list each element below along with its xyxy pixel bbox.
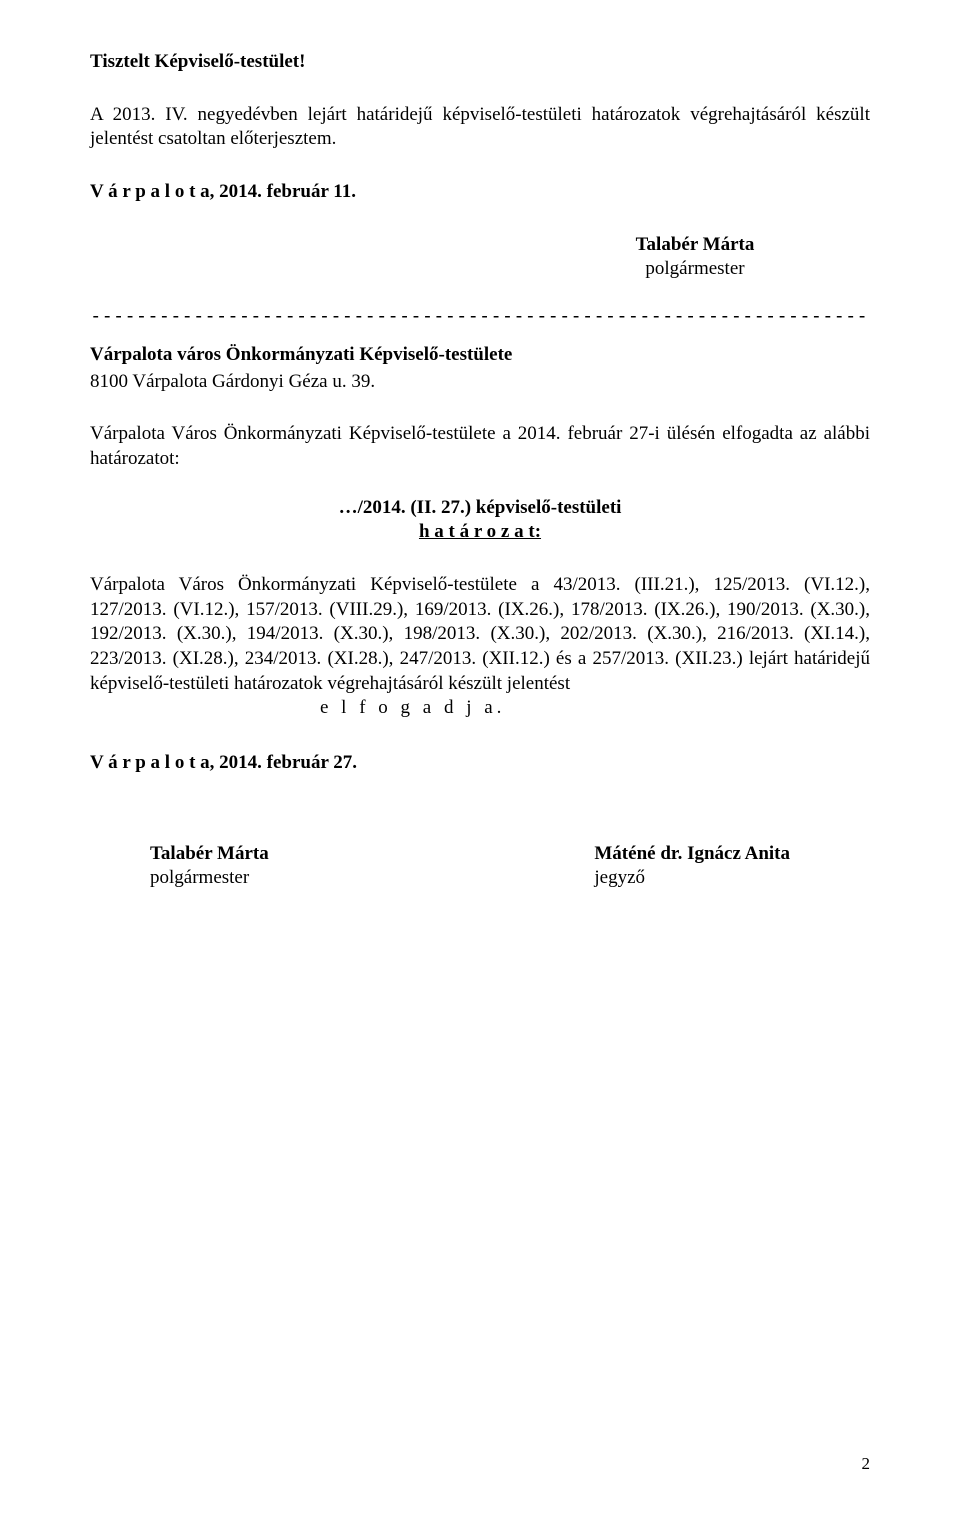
resolution-number: …/2014. (II. 27.) képviselő-testületi <box>90 496 870 521</box>
sig-right-role: jegyző <box>594 866 790 891</box>
intro-paragraph: A 2013. IV. negyedévben lejárt határidej… <box>90 103 870 152</box>
resolution-header: …/2014. (II. 27.) képviselő-testületi h … <box>90 496 870 545</box>
resolution-body-text: Várpalota Város Önkormányzati Képviselő-… <box>90 574 870 694</box>
adopt-word: e l f o g a d j a. <box>320 696 870 721</box>
signature-right: Máténé dr. Ignácz Anita jegyző <box>594 842 790 891</box>
resolution-label: h a t á r o z a t: <box>90 520 870 545</box>
date-location-1: V á r p a l o t a, 2014. február 11. <box>90 180 870 205</box>
signature-left: Talabér Márta polgármester <box>150 842 269 891</box>
session-text: Várpalota Város Önkormányzati Képviselő-… <box>90 422 870 471</box>
greeting: Tisztelt Képviselő-testület! <box>90 50 870 75</box>
signatory-role: polgármester <box>520 257 870 282</box>
organization-name: Várpalota város Önkormányzati Képviselő-… <box>90 343 870 368</box>
sig-left-role: polgármester <box>150 866 269 891</box>
date-location-2: V á r p a l o t a, 2014. február 27. <box>90 751 870 776</box>
section-divider: ----------------------------------------… <box>90 304 870 329</box>
page-number: 2 <box>862 1453 871 1475</box>
signature-block-top: Talabér Márta polgármester <box>520 233 870 282</box>
sig-right-name: Máténé dr. Ignácz Anita <box>594 842 790 867</box>
signature-row: Talabér Márta polgármester Máténé dr. Ig… <box>90 842 870 891</box>
sig-left-name: Talabér Márta <box>150 842 269 867</box>
resolution-body: Várpalota Város Önkormányzati Képviselő-… <box>90 573 870 721</box>
signatory-name: Talabér Márta <box>520 233 870 258</box>
organization-address: 8100 Várpalota Gárdonyi Géza u. 39. <box>90 370 870 395</box>
